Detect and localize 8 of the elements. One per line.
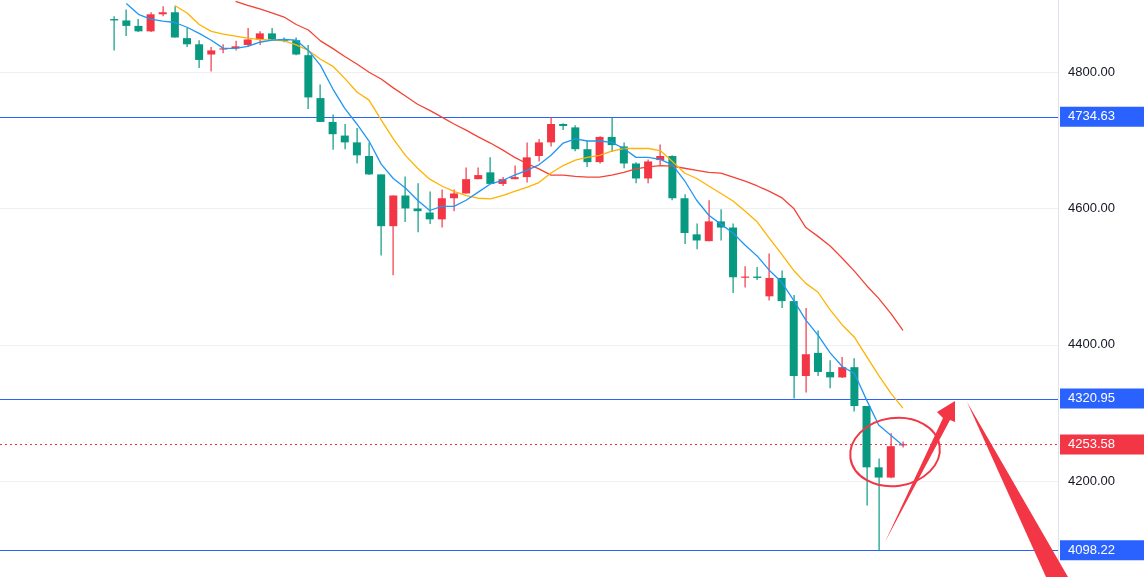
ref-line-label: 4734.63 (1068, 108, 1115, 124)
y-tick-label: 4400.00 (1068, 336, 1115, 352)
ref-line-label: 4098.22 (1068, 541, 1115, 557)
y-tick-label: 4800.00 (1068, 63, 1115, 79)
ref-line-label: 4320.95 (1068, 390, 1115, 406)
y-tick-label: 4200.00 (1068, 472, 1115, 488)
ref-line-label: 4253.58 (1068, 436, 1115, 452)
y-tick-label: 4600.00 (1068, 200, 1115, 216)
